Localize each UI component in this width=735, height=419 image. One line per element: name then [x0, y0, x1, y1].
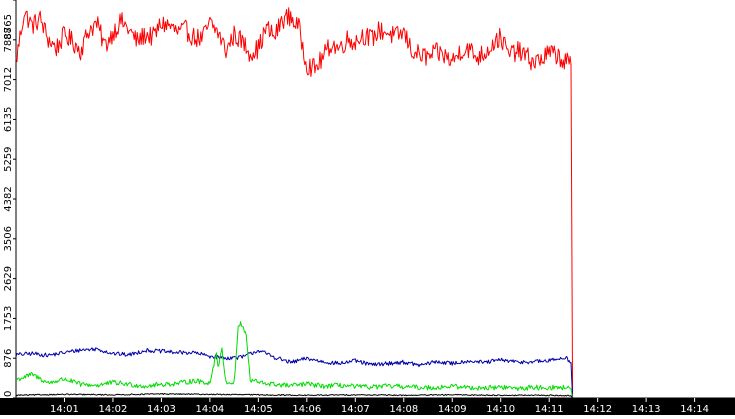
y-tick-label: 6135	[3, 107, 14, 132]
x-tick-label: 14:08	[389, 404, 418, 415]
plot-area	[16, 0, 735, 398]
x-tick-label: 14:11	[535, 404, 564, 415]
y-tick-label: 7012	[3, 67, 14, 92]
y-tick-label: 1753	[3, 306, 14, 331]
x-axis: 14:01 14:02 14:03 14:04 14:05 14:06 14:07 14:08…	[0, 397, 735, 415]
y-tick-label: 2629	[3, 266, 14, 291]
y-tick-label: 5259	[3, 146, 14, 171]
plot-background	[16, 0, 735, 398]
x-tick-label: 14:03	[147, 404, 176, 415]
x-tick-label: 14:09	[438, 404, 467, 415]
y-tick-label: 7888	[3, 27, 14, 52]
x-axis-bar	[0, 398, 735, 415]
x-tick-label: 14:01	[50, 404, 79, 415]
y-tick-label: 876	[3, 349, 14, 368]
series-line-1	[15, 7, 574, 399]
y-tick-label: 0	[3, 391, 14, 397]
x-tick-label: 14:02	[99, 404, 128, 415]
x-tick-label: 14:05	[244, 404, 273, 415]
y-tick-label: 3506	[3, 226, 14, 251]
series-line-4	[15, 393, 574, 399]
series-layer	[15, 7, 574, 399]
series-line-3	[15, 321, 574, 399]
x-tick-label: 14:14	[680, 404, 709, 415]
x-tick-label: 14:10	[486, 404, 515, 415]
x-tick-label: 14:06	[292, 404, 321, 415]
y-tick-label: 8765	[3, 14, 14, 39]
x-tick-label: 14:04	[195, 404, 224, 415]
x-tick-label: 14:07	[341, 404, 370, 415]
x-tick-label: 14:13	[632, 404, 661, 415]
y-tick-label: 4382	[3, 186, 14, 211]
x-tick-label: 14:12	[583, 404, 612, 415]
series-line-2	[15, 347, 574, 399]
